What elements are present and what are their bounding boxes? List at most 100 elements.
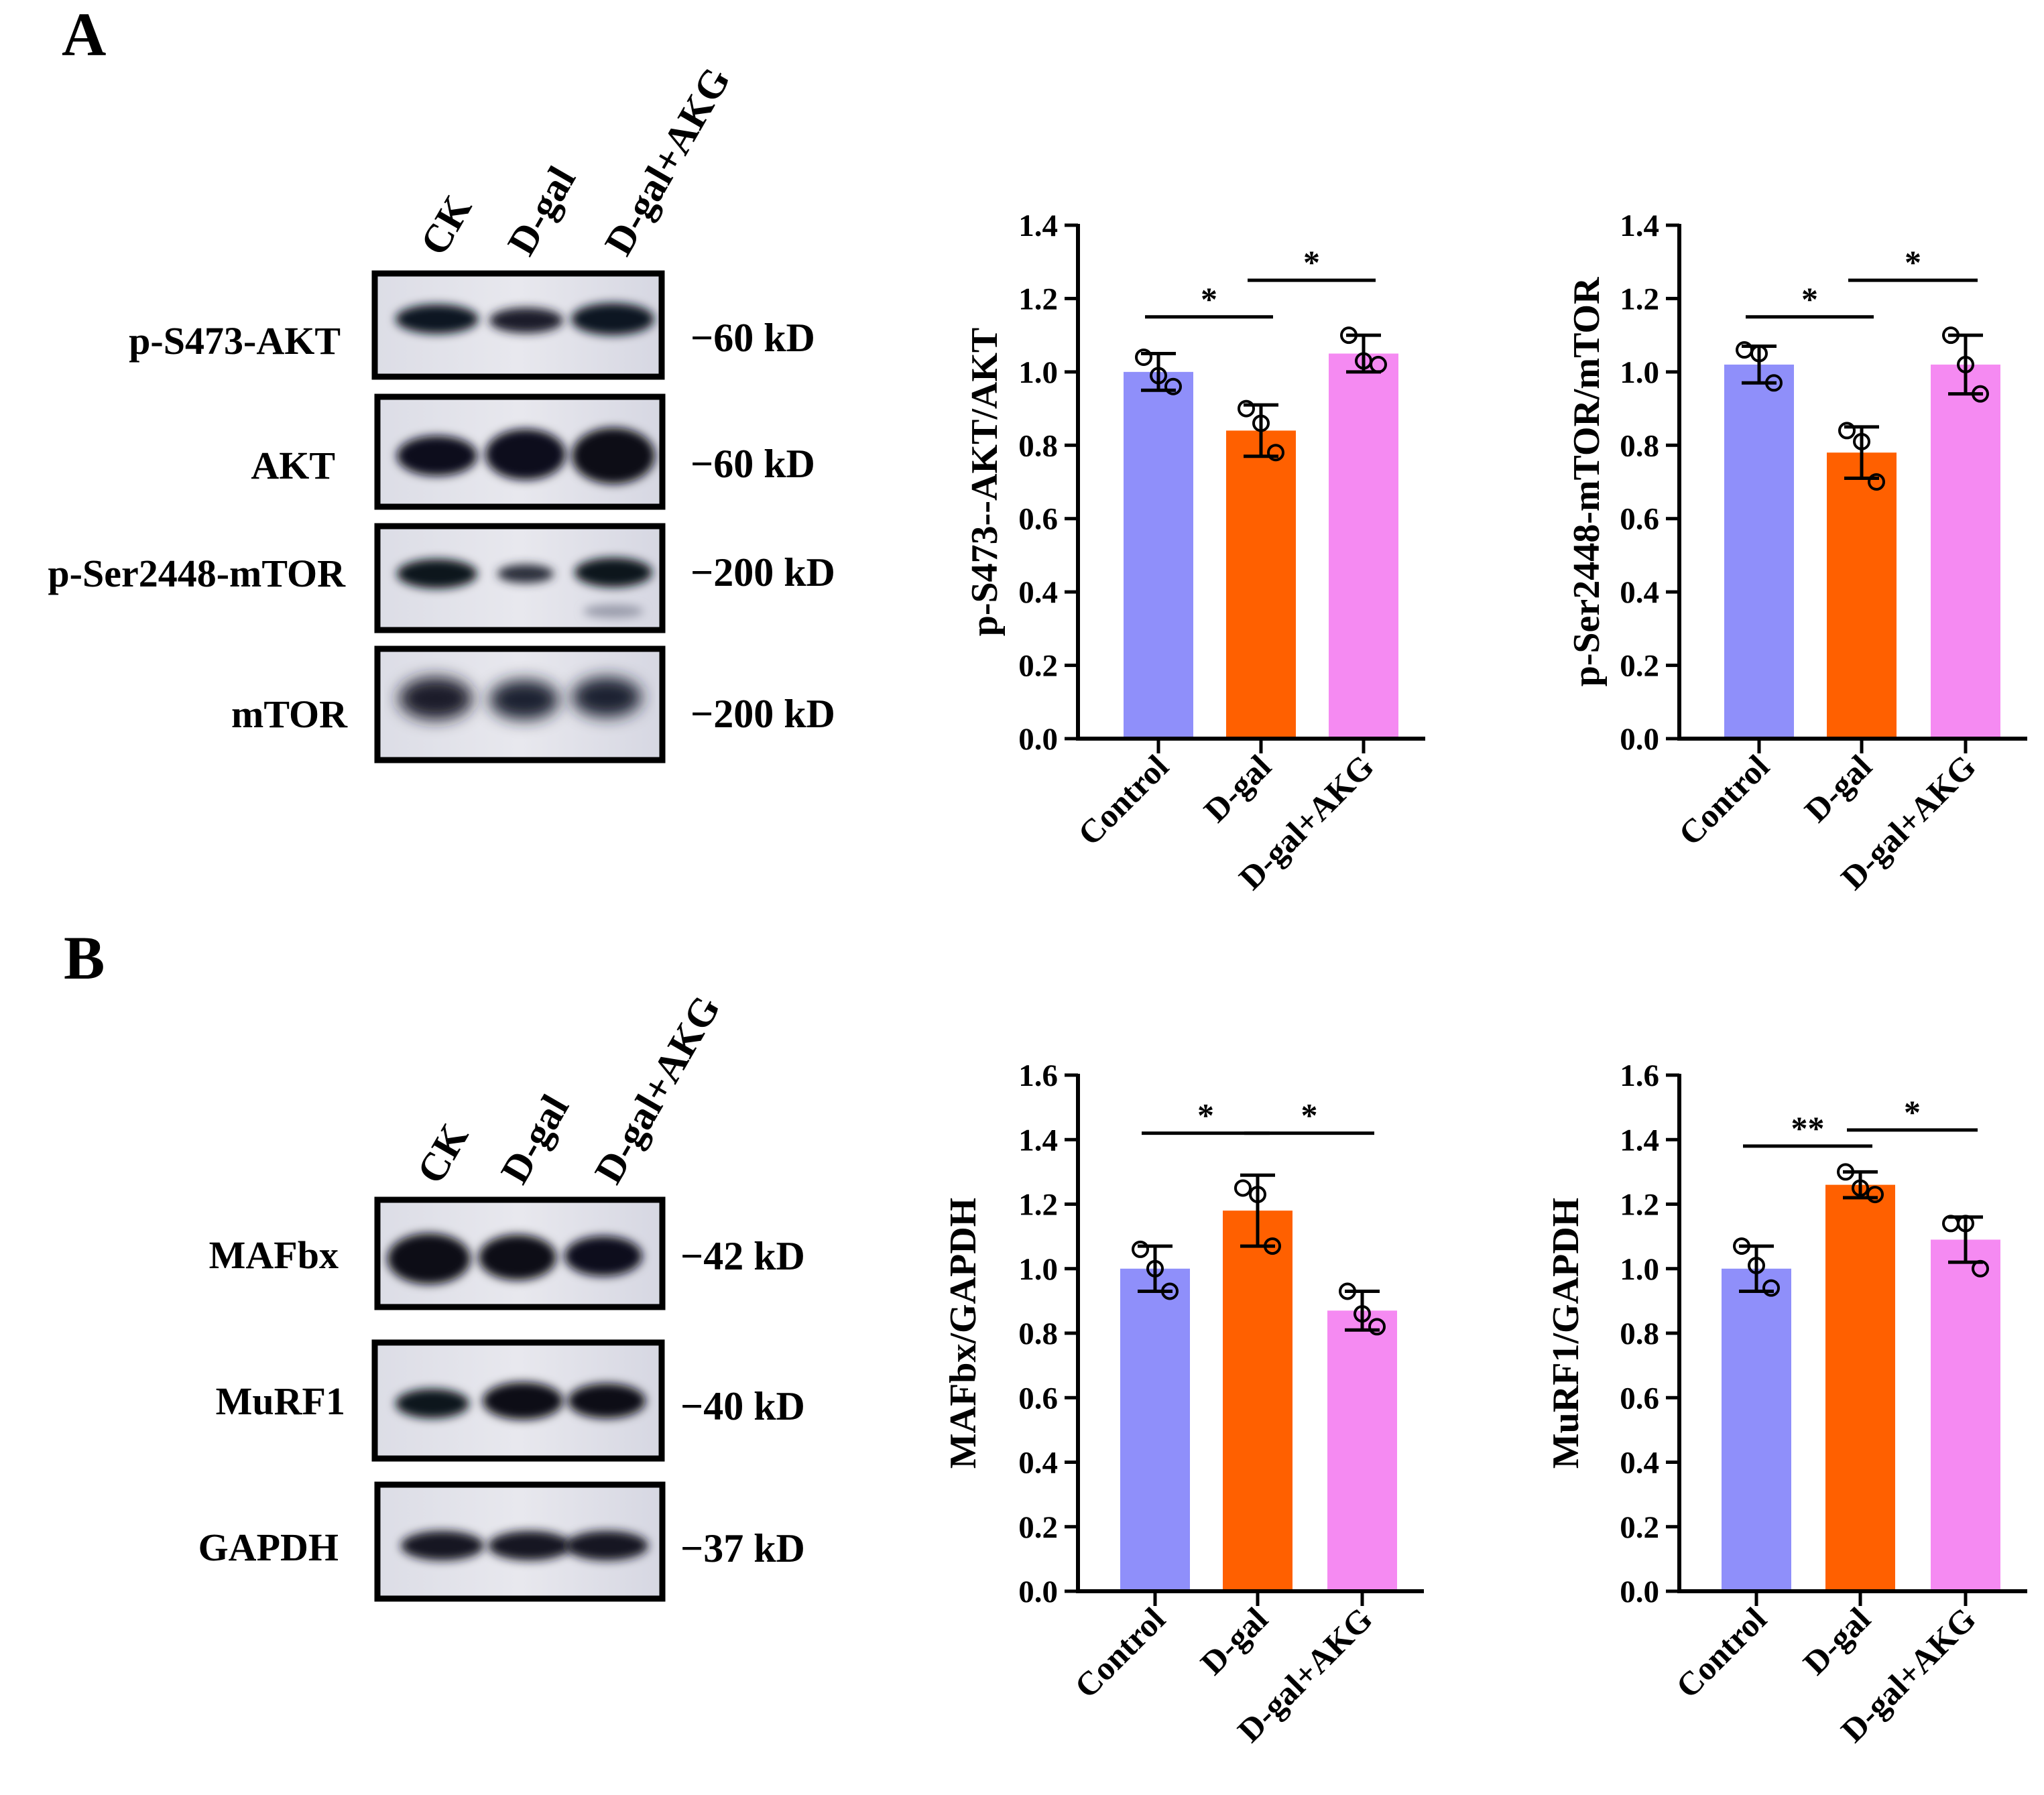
significance-label: * — [1905, 243, 1921, 281]
data-point — [1733, 1237, 1750, 1255]
significance-label: * — [1201, 280, 1217, 318]
lane-label-dgal-akg: D-gal+AKG — [586, 988, 729, 1190]
band — [485, 429, 566, 480]
data-point — [1234, 1179, 1252, 1197]
data-point — [1340, 326, 1358, 345]
bar-d-gal — [1825, 1184, 1895, 1591]
panel-b-blot-3: GAPDH −37 kD — [198, 1481, 805, 1602]
protein-label-gapdh: GAPDH — [198, 1526, 339, 1569]
y-tick-label: 0.6 — [1620, 1381, 1659, 1416]
data-point — [1838, 422, 1856, 440]
panel-b-letter: B — [64, 924, 105, 992]
significance-label: * — [1801, 280, 1818, 318]
bar-d-gal-akg — [1329, 353, 1398, 739]
band — [583, 605, 644, 618]
y-tick-label: 1.0 — [1018, 355, 1058, 390]
y-tick-label: 1.0 — [1620, 1252, 1659, 1287]
y-tick-label: 0.0 — [1018, 722, 1058, 757]
lane-label-ck: CK — [412, 188, 480, 262]
band — [497, 564, 554, 583]
protein-label-p-s473-akt: p-S473-AKT — [129, 319, 341, 363]
y-tick-label: 0.4 — [1018, 1446, 1058, 1481]
x-tick-label: D-gal — [1796, 1600, 1878, 1682]
y-tick-label: 1.0 — [1620, 355, 1659, 390]
data-point — [1853, 432, 1870, 450]
bar-control — [1724, 364, 1794, 739]
y-tick-label: 0.6 — [1018, 502, 1058, 537]
band — [483, 1382, 563, 1420]
bar-d-gal — [1226, 430, 1296, 739]
data-point — [1267, 444, 1284, 462]
band — [401, 1531, 484, 1560]
band — [571, 303, 654, 335]
x-tick-label: Control — [1669, 1600, 1774, 1705]
panel-a-lane-headers: CK D-gal D-gal+AKG — [412, 60, 739, 262]
significance-label: ** — [1791, 1109, 1825, 1147]
y-tick-label: 0.2 — [1018, 649, 1058, 684]
x-tick-label: D-gal — [1797, 747, 1879, 829]
y-tick-label: 0.6 — [1018, 1381, 1058, 1416]
data-point — [1765, 374, 1783, 392]
data-point — [1161, 1282, 1179, 1300]
y-tick-label: 1.4 — [1018, 1123, 1058, 1158]
band — [479, 1235, 556, 1280]
x-tick-label: Control — [1671, 747, 1777, 853]
y-axis-label: p-S473--AKT/AKT — [964, 328, 1006, 637]
y-tick-label: 0.2 — [1018, 1510, 1058, 1545]
y-tick-label: 1.2 — [1018, 1188, 1058, 1223]
significance-label: * — [1301, 1097, 1318, 1134]
y-tick-label: 0.0 — [1620, 1574, 1659, 1609]
marker-label: −200 kD — [690, 550, 835, 595]
data-point — [1748, 1256, 1765, 1274]
data-point — [1942, 326, 1960, 345]
protein-label-akt: AKT — [251, 444, 335, 487]
bar-d-gal — [1223, 1211, 1292, 1591]
x-tick-label: Control — [1067, 1600, 1173, 1705]
bar-control — [1120, 1268, 1190, 1591]
y-axis-label: MuRF1/GAPDH — [1545, 1198, 1587, 1469]
marker-label: −40 kD — [680, 1384, 805, 1428]
band — [572, 677, 642, 717]
band — [387, 1233, 471, 1284]
y-tick-label: 0.8 — [1620, 1316, 1659, 1351]
y-tick-label: 0.0 — [1018, 1574, 1058, 1609]
bar-control — [1124, 371, 1193, 739]
y-tick-label: 0.4 — [1620, 575, 1659, 610]
data-point — [1132, 1240, 1149, 1258]
y-axis-label: p-Ser2448-mTOR/mTOR — [1566, 277, 1608, 686]
band — [396, 1389, 469, 1418]
x-tick-label: D-gal — [1197, 747, 1278, 829]
panel-a-blot-2: AKT −60 kD — [251, 393, 815, 510]
data-point — [1762, 1279, 1780, 1297]
lane-label-dgal-akg: D-gal+AKG — [596, 60, 739, 262]
y-tick-label: 0.2 — [1620, 1510, 1659, 1545]
protein-label-mtor: mTOR — [231, 692, 348, 736]
y-tick-label: 1.2 — [1018, 282, 1058, 316]
bar-control — [1722, 1268, 1791, 1591]
y-tick-label: 1.0 — [1018, 1252, 1058, 1287]
data-point — [1164, 377, 1182, 395]
data-point — [1370, 355, 1387, 373]
y-tick-label: 0.8 — [1018, 428, 1058, 463]
y-tick-label: 1.4 — [1018, 208, 1058, 243]
panel-b-blot-1: MAFbx −42 kD — [209, 1196, 805, 1310]
x-tick-label: Control — [1071, 747, 1176, 853]
y-tick-label: 0.8 — [1018, 1316, 1058, 1351]
bar-d-gal-akg — [1931, 1239, 2000, 1591]
marker-label: −200 kD — [690, 692, 835, 736]
panel-b-blot-2: MuRF1 −40 kD — [216, 1339, 805, 1462]
y-tick-label: 0.4 — [1018, 575, 1058, 610]
data-point — [1249, 1186, 1266, 1204]
data-point — [1868, 473, 1885, 491]
data-point — [1354, 1305, 1371, 1323]
marker-label: −60 kD — [690, 442, 815, 486]
protein-label-mafbx: MAFbx — [209, 1233, 339, 1277]
significance-label: * — [1197, 1097, 1214, 1134]
y-tick-label: 0.6 — [1620, 502, 1659, 537]
lane-label-dgal: D-gal — [492, 1087, 577, 1190]
band — [397, 559, 477, 589]
